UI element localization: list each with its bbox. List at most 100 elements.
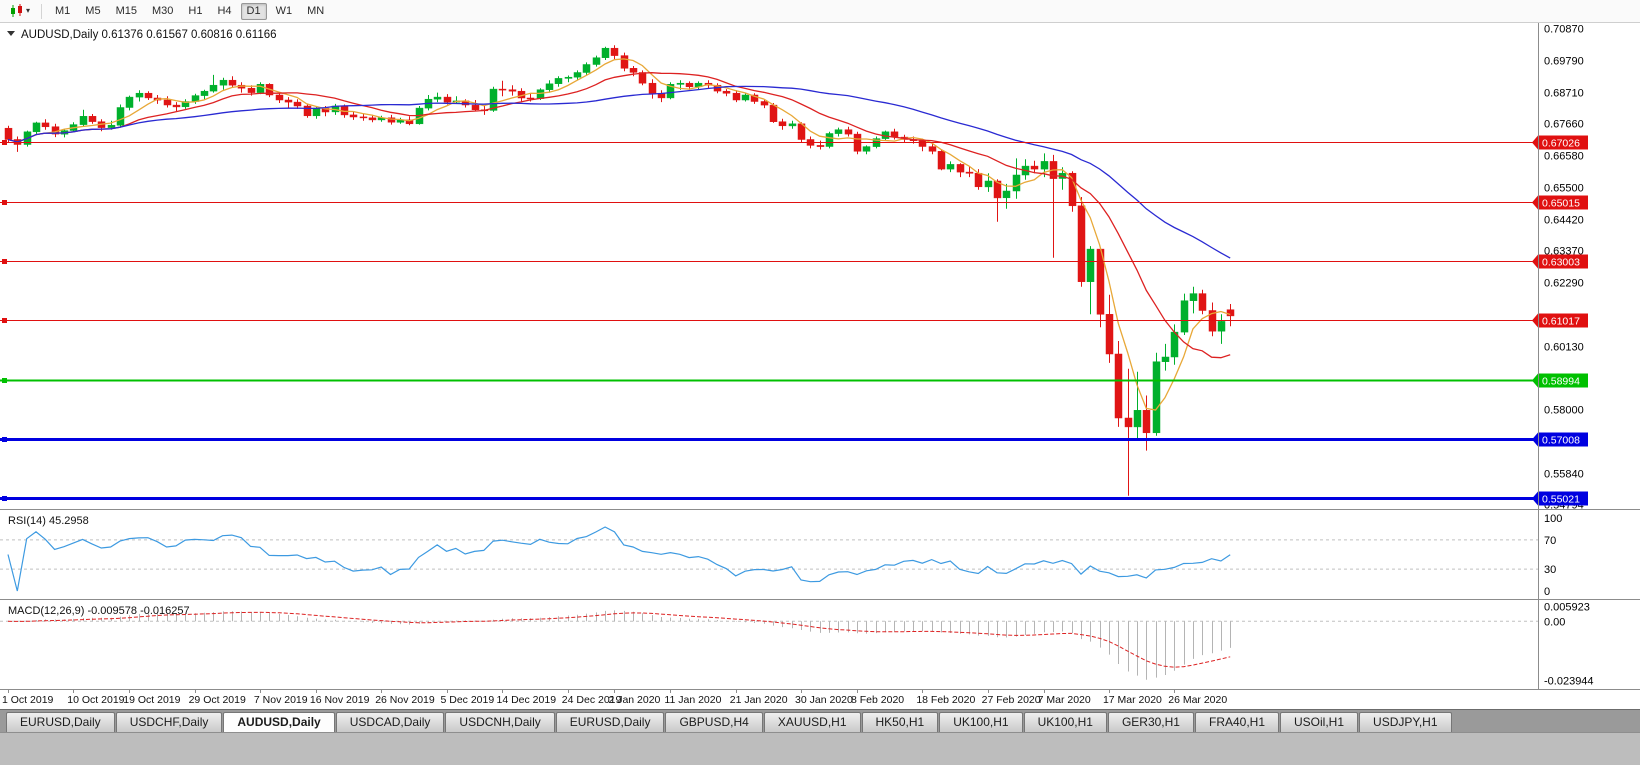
chart-symbol-dropdown-icon[interactable]: [7, 31, 15, 36]
candle-body: [629, 68, 638, 73]
timeframe-button-w1[interactable]: W1: [275, 4, 293, 17]
candle-body: [135, 92, 144, 98]
rsi-tick-label: 30: [1544, 564, 1556, 576]
chart-tab-eurusd-daily[interactable]: EURUSD,Daily: [555, 712, 665, 732]
hline-handle[interactable]: [2, 437, 7, 442]
candle-body: [750, 94, 759, 102]
ma-mid-line: [7, 72, 1231, 359]
date-label: 27 Feb 2020: [982, 694, 1041, 706]
date-label: 10 Oct 2019: [67, 694, 124, 706]
chart-tab-eurusd-daily[interactable]: EURUSD,Daily: [6, 712, 115, 732]
date-label: 21 Jan 2020: [730, 694, 788, 706]
hline-handle[interactable]: [2, 140, 7, 145]
candle-body: [638, 72, 647, 84]
candle-body: [965, 171, 974, 174]
price-tick-label: 0.64420: [1544, 214, 1584, 226]
chart-tab-usdcnh-daily[interactable]: USDCNH,Daily: [445, 712, 555, 732]
chart-type-dropdown[interactable]: ▾: [5, 2, 34, 20]
chart-tab-usdchf-daily[interactable]: USDCHF,Daily: [115, 712, 223, 732]
candle-body: [676, 82, 685, 85]
candle-body: [32, 122, 41, 133]
price-label-box-0.57008: 0.57008: [1532, 432, 1588, 447]
price-label-text: 0.61017: [1542, 316, 1580, 328]
chart-tab-uk100-h1[interactable]: UK100,H1: [1023, 712, 1107, 732]
candle-body: [862, 146, 871, 152]
candle-body: [974, 172, 983, 188]
hline-handle[interactable]: [2, 378, 7, 383]
candle-body: [741, 94, 750, 101]
chart-tab-audusd-daily[interactable]: AUDUSD,Daily: [223, 712, 335, 732]
timeframe-button-m30[interactable]: M30: [151, 4, 174, 17]
candle-body: [247, 87, 256, 93]
chart-tab-ger30-h1[interactable]: GER30,H1: [1107, 712, 1194, 732]
candle-body: [732, 92, 741, 101]
candle-body: [1189, 293, 1198, 301]
candle-body: [359, 116, 368, 119]
macd-title: MACD(12,26,9) -0.009578 -0.016257: [8, 605, 190, 617]
chart-tab-fra40-h1[interactable]: FRA40,H1: [1194, 712, 1280, 732]
price-label-text: 0.63003: [1542, 257, 1580, 269]
candle-body: [816, 145, 825, 147]
timeframe-button-h4[interactable]: H4: [217, 4, 232, 17]
chart-tab-hk50-h1[interactable]: HK50,H1: [861, 712, 939, 732]
chart-canvas[interactable]: 0.70870 0.69790 0.68710 0.67660 0.66580 0.655…: [0, 23, 1640, 709]
hline-handle[interactable]: [2, 259, 7, 264]
candle-body: [545, 83, 554, 90]
price-label-arrow: [1532, 373, 1538, 388]
candle-body: [984, 180, 993, 188]
timeframe-button-mn[interactable]: MN: [307, 4, 325, 17]
candle-body: [489, 88, 498, 111]
price-label-rect: [1538, 432, 1588, 447]
price-label-text: 0.55021: [1542, 494, 1580, 506]
chart-tab-xauusd-h1[interactable]: XAUUSD,H1: [763, 712, 861, 732]
timeframe-button-m15[interactable]: M15: [115, 4, 137, 17]
price-tick-label: 0.70870: [1544, 23, 1584, 35]
rsi-line: [7, 526, 1231, 592]
candle-body: [1105, 314, 1114, 355]
candle-body: [834, 129, 843, 134]
candle-body: [1152, 361, 1161, 434]
date-label: 26 Mar 2020: [1168, 694, 1227, 706]
candle-body: [685, 82, 694, 88]
candle-body: [471, 104, 480, 111]
candle-body: [181, 101, 190, 108]
candle-body: [4, 127, 13, 140]
date-label: 14 Dec 2019: [496, 694, 556, 706]
price-label-text: 0.58994: [1542, 376, 1580, 388]
candle-body: [219, 79, 228, 86]
chart-tab-usdjpy-h1[interactable]: USDJPY,H1: [1359, 712, 1452, 732]
rsi-tick-label: 0: [1544, 586, 1550, 598]
price-label-rect: [1538, 373, 1588, 388]
price-label-box-0.55021: 0.55021: [1532, 491, 1588, 506]
timeframe-toolbar: M1 M5 M15 M30 H1 H4 D1 W1 MN: [49, 2, 330, 20]
price-tick-label: 0.68710: [1544, 87, 1584, 99]
candle-body: [1030, 165, 1039, 170]
hline-handle[interactable]: [2, 496, 7, 501]
chart-tab-gbpusd-h4[interactable]: GBPUSD,H4: [665, 712, 763, 732]
candle-body: [1124, 417, 1133, 428]
chart-window[interactable]: 0.70870 0.69790 0.68710 0.67660 0.66580 0.655…: [0, 23, 1640, 709]
date-label: 17 Mar 2020: [1103, 694, 1162, 706]
price-label-text: 0.57008: [1542, 435, 1580, 447]
candle-body: [1002, 190, 1011, 199]
timeframe-button-m5[interactable]: M5: [85, 4, 101, 17]
chart-tab-usoil-h1[interactable]: USOil,H1: [1280, 712, 1359, 732]
candle-body: [284, 99, 293, 103]
candle-body: [1086, 248, 1095, 282]
timeframe-button-m1[interactable]: M1: [55, 4, 71, 17]
candle-body: [256, 84, 265, 93]
price-tick-label: 0.69790: [1544, 55, 1584, 67]
price-label-arrow: [1532, 135, 1538, 150]
chart-tab-uk100-h1[interactable]: UK100,H1: [939, 712, 1023, 732]
date-label: 19 Oct 2019: [123, 694, 180, 706]
price-label-box-0.67026: 0.67026: [1532, 135, 1588, 150]
candle-body: [144, 92, 153, 99]
timeframe-button-d1[interactable]: D1: [240, 2, 267, 20]
hline-handle[interactable]: [2, 200, 7, 205]
price-label-text: 0.67026: [1542, 138, 1580, 150]
timeframe-button-h1[interactable]: H1: [188, 4, 203, 17]
price-tick-label: 0.58000: [1544, 405, 1584, 417]
chart-tab-usdcad-daily[interactable]: USDCAD,Daily: [335, 712, 445, 732]
hline-handle[interactable]: [2, 318, 7, 323]
